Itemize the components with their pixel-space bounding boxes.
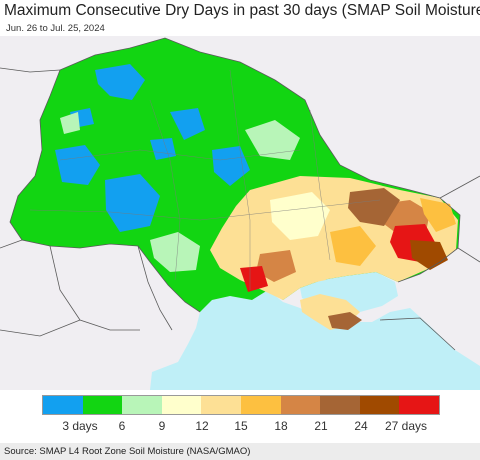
legend-label: 21 (314, 419, 328, 433)
legend-label: 24 (354, 419, 368, 433)
legend-labels: 3 days 6 9 12 15 18 21 24 27 days (0, 419, 480, 435)
black-sea (150, 290, 480, 390)
legend-swatch (240, 396, 281, 414)
legend-swatch (359, 396, 400, 414)
dry-zone (210, 176, 458, 300)
legend-swatch (122, 396, 162, 414)
legend-swatch (280, 396, 321, 414)
crimea (300, 294, 362, 330)
dry-days-map (0, 36, 480, 390)
legend-swatch (201, 396, 241, 414)
legend-swatch (161, 396, 202, 414)
legend-label: 15 (234, 419, 248, 433)
legend-swatch (82, 396, 123, 414)
source-credit: Source: SMAP L4 Root Zone Soil Moisture … (0, 443, 480, 460)
legend-swatch (320, 396, 360, 414)
date-range: Jun. 26 to Jul. 25, 2024 (6, 23, 105, 34)
legend-label: 12 (195, 419, 209, 433)
legend-swatch (399, 396, 439, 414)
borders (0, 37, 480, 351)
legend-label: 3 days (62, 419, 98, 433)
oblast-lines (29, 69, 381, 290)
legend-swatch (43, 396, 83, 414)
map-title: Maximum Consecutive Dry Days in past 30 … (4, 2, 480, 19)
color-legend (42, 395, 440, 415)
legend-label: 6 (118, 419, 126, 433)
short-dry-areas (55, 64, 250, 232)
legend-label: 27 days (384, 419, 428, 433)
legend-label: 18 (274, 419, 288, 433)
legend-label: 9 (158, 419, 166, 433)
